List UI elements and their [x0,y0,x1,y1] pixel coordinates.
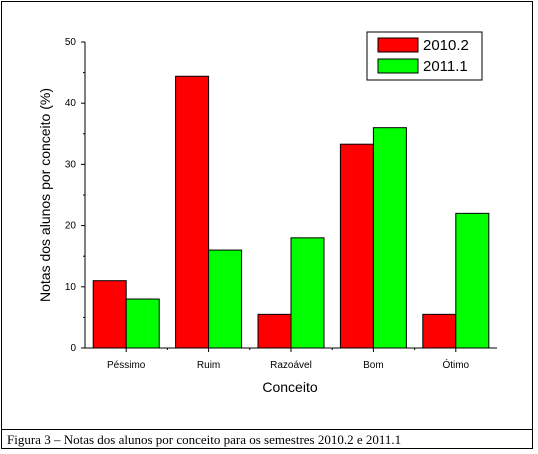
legend-label: 2011.1 [423,58,468,75]
bar-2011.1-Razoável [290,237,325,349]
x-tick-label: Razoável [270,360,312,371]
x-axis-label: Conceito [262,379,317,395]
bar-2010.2-Ruim [175,75,210,349]
bar-2011.1-Ruim [208,249,243,349]
x-tick-label: Péssimo [107,360,146,371]
caption-box: Figura 3 – Notas dos alunos por conceito… [1,429,533,449]
legend-swatch [377,37,419,53]
bar-chart: 0 10 20 30 40 50 Péssimo Ruim Razoável Bom Ótimo C… [37,31,497,395]
figure-caption: Figura 3 – Notas dos alunos por conceito… [7,432,402,447]
y-tick-label: 0 [70,343,76,354]
y-tick-label: 30 [65,159,77,170]
y-tick-label: 10 [65,282,77,293]
bar-2010.2-Ótimo [422,313,457,349]
bar-2011.1-Ótimo [455,212,490,349]
legend-label: 2010.2 [423,37,469,54]
y-axis-label: Notas dos alunos por conceito (%) [37,88,53,302]
x-tick-label: Ótimo [442,358,469,371]
chart-legend: 2010.2 2011.1 [366,31,483,81]
x-tick-label: Bom [363,360,384,371]
bar-2011.1-Bom [372,127,407,349]
chart-ticks: 0 10 20 30 40 50 Péssimo Ruim Razoável Bom Ótimo [65,37,470,371]
y-tick-label: 20 [65,221,77,232]
bar-2011.1-Péssimo [125,298,160,349]
bar-2010.2-Bom [339,143,374,349]
bar-2010.2-Razoável [257,313,292,349]
y-tick-label: 50 [65,37,77,48]
y-tick-label: 40 [65,98,77,109]
legend-swatch [377,58,419,74]
bar-2010.2-Péssimo [92,280,127,349]
x-tick-label: Ruim [197,360,220,371]
chart-bars [92,75,490,349]
